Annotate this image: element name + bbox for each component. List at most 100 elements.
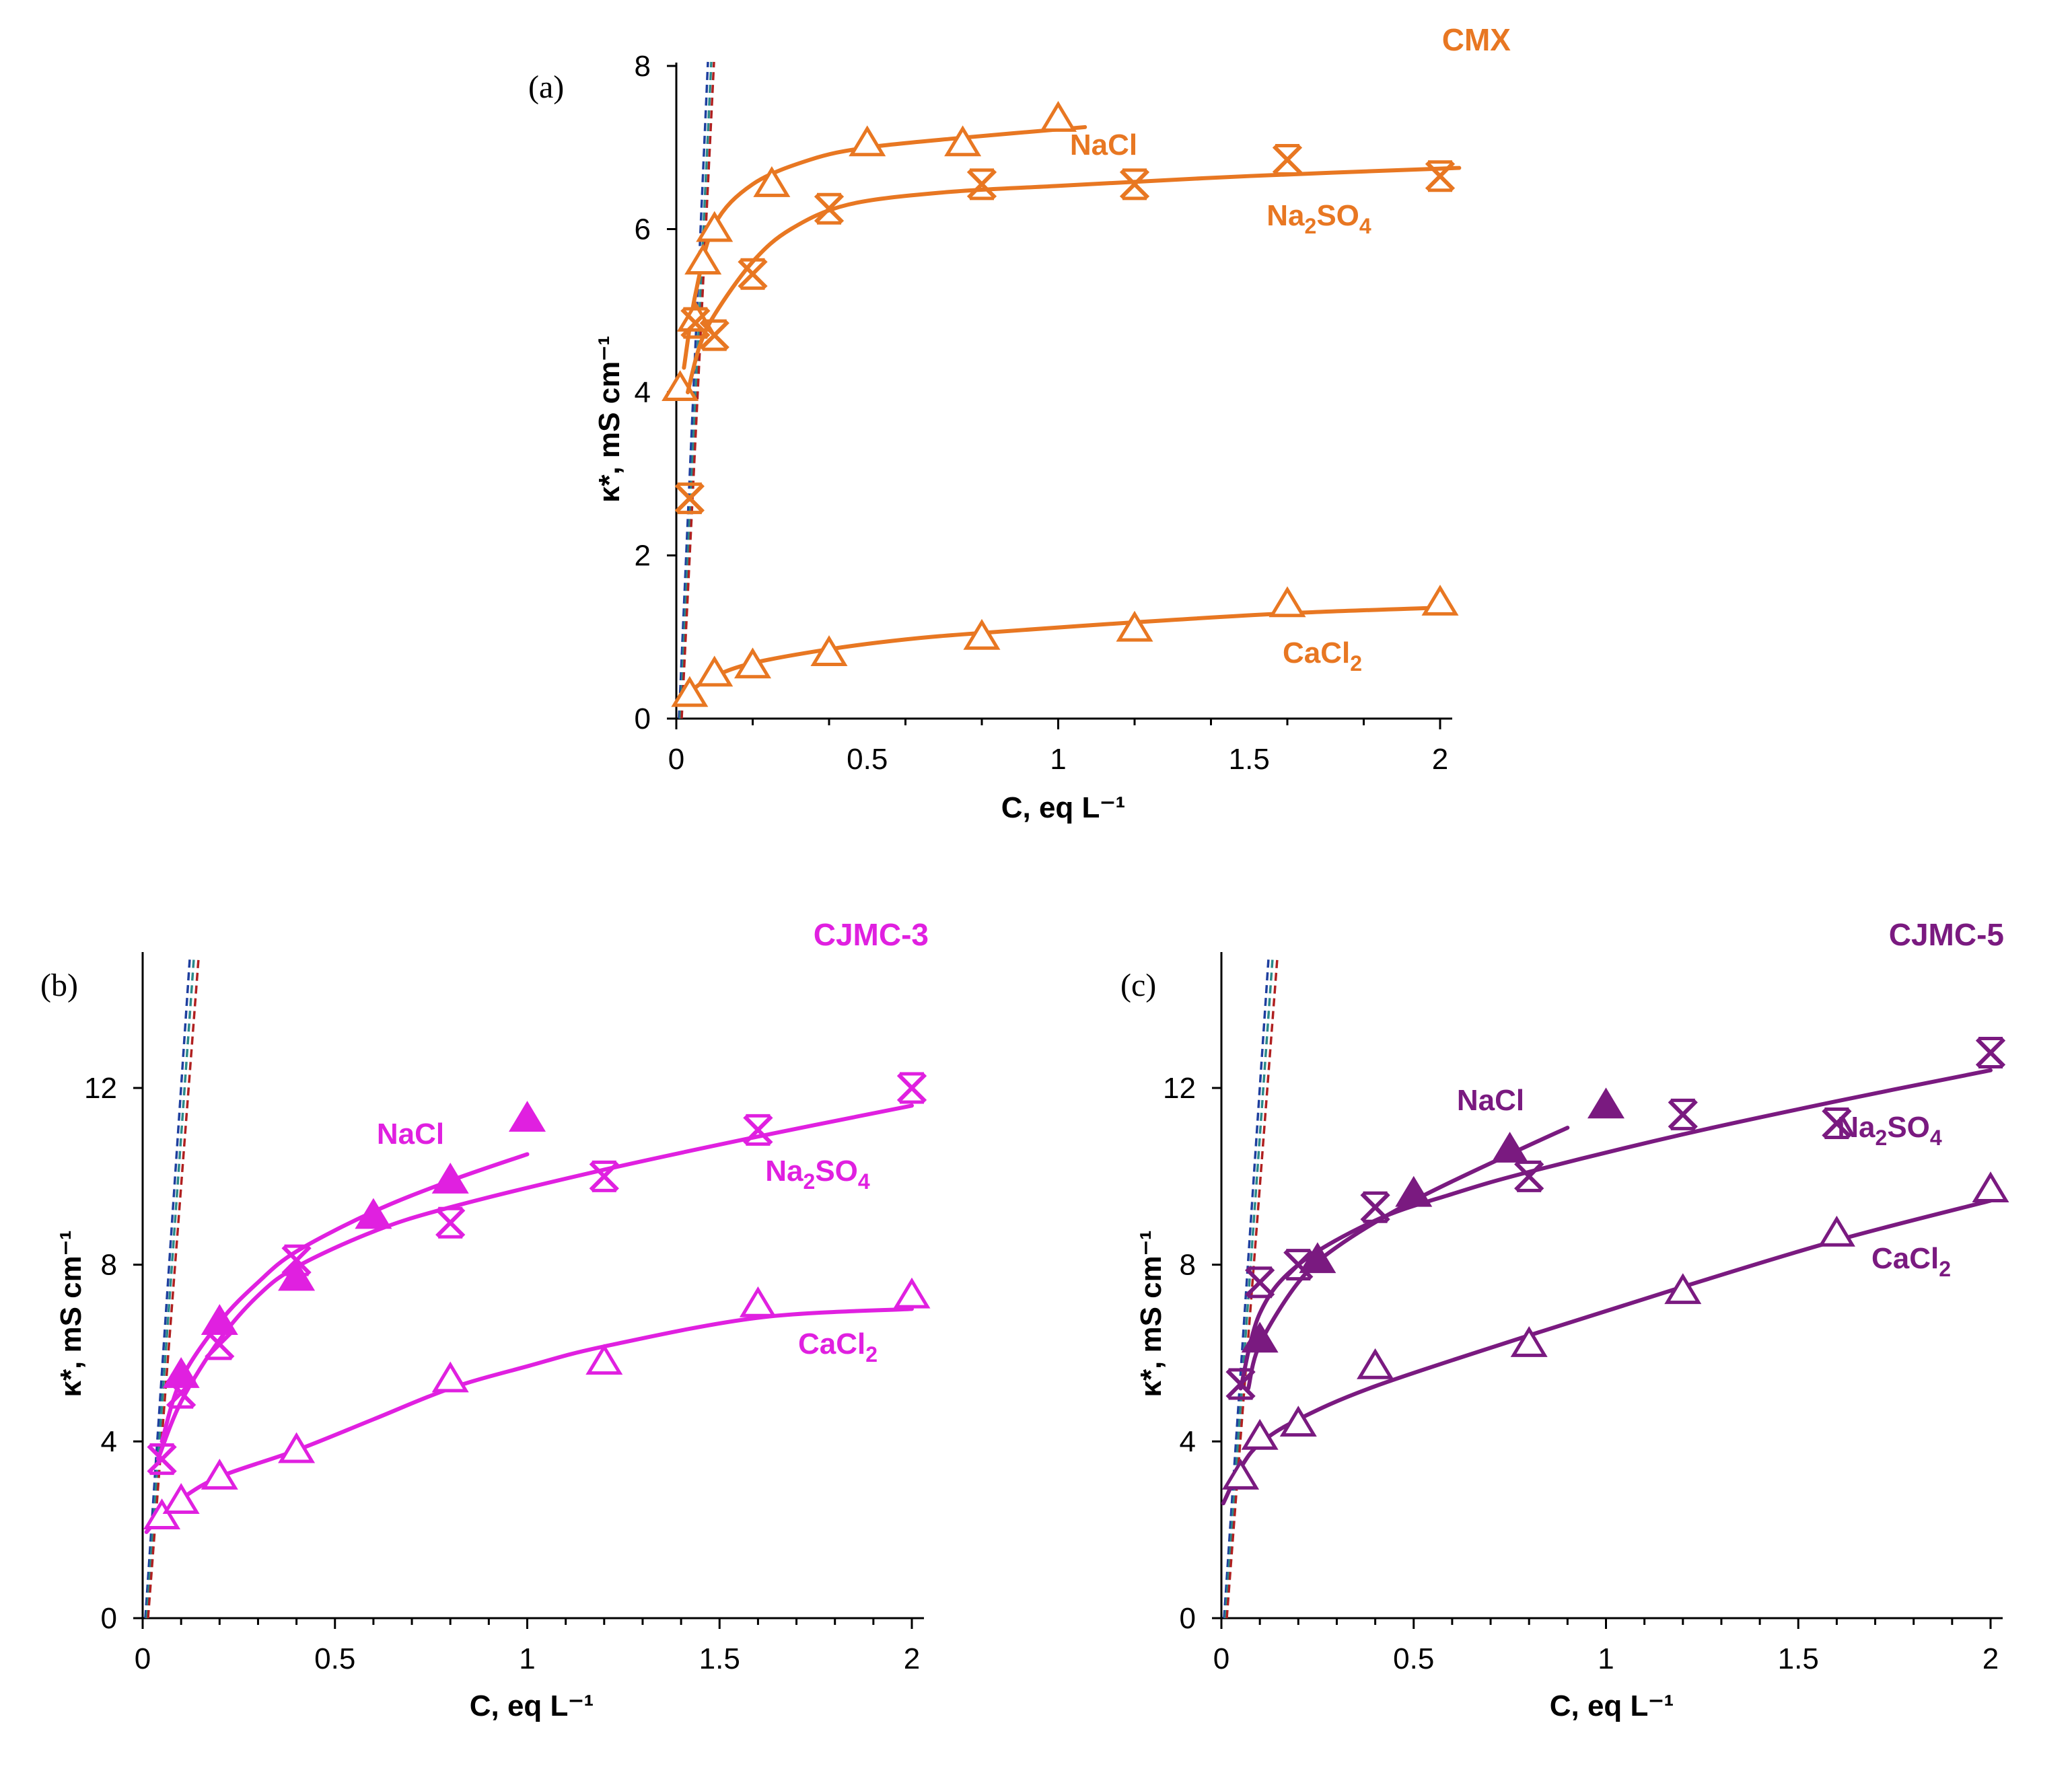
asterisk-stroke xyxy=(738,259,768,289)
series-label-part: Na xyxy=(1266,199,1305,232)
series-label-part: 4 xyxy=(1359,214,1371,238)
fit-curve xyxy=(1238,1068,1993,1391)
series-na2so4: Na2SO4 xyxy=(674,143,1462,515)
asterisk-stroke xyxy=(814,194,845,224)
data-point xyxy=(896,1072,927,1104)
series-label-part: 2 xyxy=(1875,1126,1888,1150)
series-label-part: 2 xyxy=(1305,214,1317,238)
y-axis-title: κ*, mS cm⁻¹ xyxy=(1135,1230,1168,1397)
data-point xyxy=(1039,100,1077,132)
data-point xyxy=(1818,1215,1855,1247)
asterisk-stroke xyxy=(1245,1267,1275,1298)
data-point xyxy=(278,1260,316,1291)
series-cacl2: CaCl2 xyxy=(1221,1171,2009,1506)
data-point xyxy=(696,211,734,242)
data-point xyxy=(1360,1191,1390,1223)
data-point xyxy=(1425,160,1456,192)
x-tick-label: 1.5 xyxy=(1778,1642,1819,1675)
data-point xyxy=(1822,1107,1852,1140)
x-tick-label: 0.5 xyxy=(314,1642,355,1675)
series-label-part: SO xyxy=(1316,199,1359,232)
asterisk-stroke xyxy=(896,1072,927,1103)
asterisk-stroke xyxy=(674,483,705,513)
series-label-part: NaCl xyxy=(377,1118,444,1151)
data-point xyxy=(281,1244,312,1276)
data-point xyxy=(166,1377,197,1409)
series-label-part: Na xyxy=(1837,1111,1875,1144)
asterisk-stroke xyxy=(1283,1249,1314,1280)
series-nacl: NaCl xyxy=(1241,1084,1625,1391)
y-tick-label: 0 xyxy=(635,702,651,735)
y-tick-label: 2 xyxy=(635,540,651,573)
y-axis-title: κ*, mS cm⁻¹ xyxy=(55,1230,87,1397)
fit-curve xyxy=(686,166,1462,394)
data-point xyxy=(680,307,711,339)
data-point xyxy=(355,1198,392,1229)
reference-dashed-line xyxy=(1225,958,1279,1619)
series-label: CaCl2 xyxy=(1283,636,1362,676)
series-label-part: CaCl xyxy=(1871,1242,1939,1275)
data-point xyxy=(431,1361,469,1393)
series-label-part: 2 xyxy=(865,1342,878,1367)
x-tick-label: 1 xyxy=(1598,1642,1614,1675)
x-axis-title: C, eq L⁻¹ xyxy=(1001,791,1126,824)
series-cacl2: CaCl2 xyxy=(143,1277,931,1534)
series-label-part: NaCl xyxy=(1457,1084,1524,1117)
y-tick-label: 8 xyxy=(635,50,651,83)
x-tick-label: 0.5 xyxy=(1393,1642,1434,1675)
asterisk-stroke xyxy=(1668,1099,1698,1130)
y-tick-label: 0 xyxy=(101,1602,117,1635)
reference-dashed-line xyxy=(1224,958,1274,1619)
data-point xyxy=(671,676,709,707)
data-point xyxy=(1272,143,1303,176)
data-point xyxy=(1668,1098,1698,1130)
data-point xyxy=(810,635,848,666)
series-label-part: 4 xyxy=(1930,1126,1942,1150)
series-label: CaCl2 xyxy=(1871,1242,1951,1281)
series-label-part: CaCl xyxy=(1283,636,1350,669)
x-tick-label: 0 xyxy=(135,1642,151,1675)
data-point xyxy=(738,258,768,290)
series-label: Na2SO4 xyxy=(1837,1111,1942,1150)
reference-dashed-line xyxy=(680,61,715,719)
data-point xyxy=(589,1160,619,1192)
asterisk-stroke xyxy=(1425,161,1456,191)
series-label-part: CaCl xyxy=(798,1327,865,1360)
panel-cjmc-3: 0 0.5 1 1.5 2 0 4 8 12 κ*, mS cm⁻¹ C, eq L⁻¹ (b) CJM… xyxy=(40,917,931,1722)
data-point xyxy=(743,1114,773,1146)
data-point xyxy=(893,1277,931,1309)
fit-curve xyxy=(144,1307,914,1534)
data-point xyxy=(696,655,734,687)
asterisk-stroke xyxy=(1272,145,1303,175)
series-cacl2: CaCl2 xyxy=(671,584,1459,707)
data-point xyxy=(205,1328,235,1360)
data-point xyxy=(147,1443,177,1476)
series-label: NaCl xyxy=(1070,129,1137,161)
data-point xyxy=(1972,1171,2009,1203)
data-point xyxy=(1283,1249,1314,1281)
data-point xyxy=(849,125,886,157)
data-point xyxy=(944,125,982,157)
y-tick-label: 4 xyxy=(635,376,651,409)
series-label: CaCl2 xyxy=(798,1327,878,1367)
data-point xyxy=(1269,586,1306,618)
data-point xyxy=(508,1101,546,1132)
x-tick-label: 2 xyxy=(1982,1642,1999,1675)
series-label: Na2SO4 xyxy=(1266,199,1371,238)
data-point xyxy=(1222,1459,1260,1490)
data-point xyxy=(739,1286,777,1317)
asterisk-stroke xyxy=(1514,1161,1544,1192)
asterisk-stroke xyxy=(1360,1192,1390,1223)
x-tick-label: 0 xyxy=(668,743,684,776)
data-point xyxy=(1421,584,1459,616)
x-tick-label: 1 xyxy=(519,1642,535,1675)
series-label: NaCl xyxy=(1457,1084,1524,1117)
series-label-part: Na xyxy=(765,1155,803,1188)
data-point xyxy=(814,192,845,225)
series-label-part: 2 xyxy=(803,1169,816,1194)
series-label-part: NaCl xyxy=(1070,129,1137,161)
data-point xyxy=(435,1206,466,1239)
x-axis-title: C, eq L⁻¹ xyxy=(470,1689,594,1722)
data-point xyxy=(1116,610,1153,642)
